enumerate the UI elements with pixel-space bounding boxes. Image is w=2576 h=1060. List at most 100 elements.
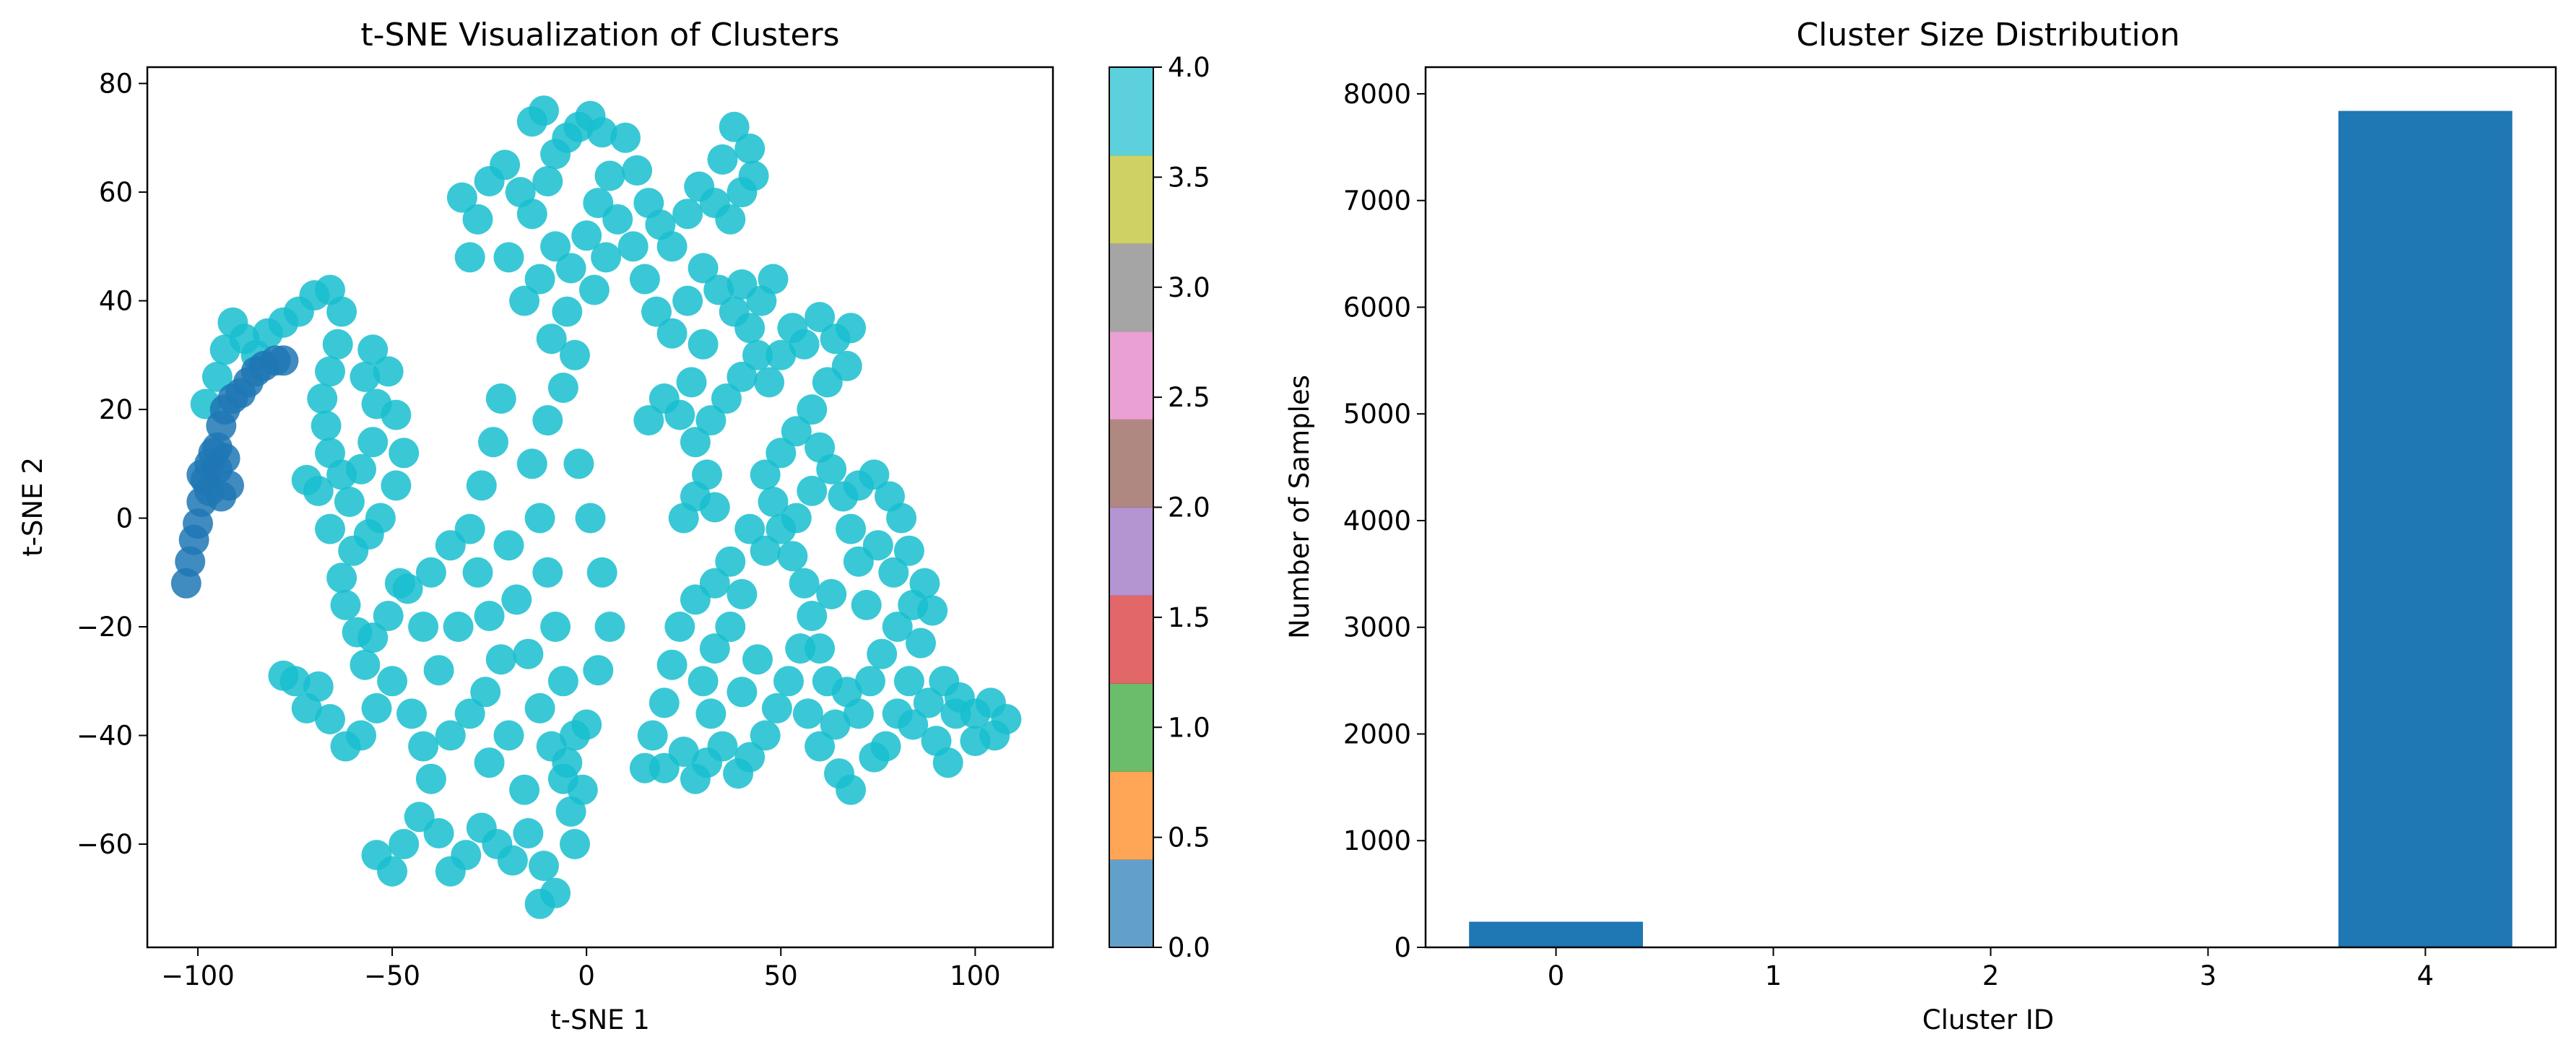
scatter-point-cluster-4: [524, 692, 555, 724]
scatter-point-cluster-4: [633, 405, 664, 436]
scatter-point-cluster-4: [688, 666, 719, 697]
colorbar-tick-label: 1.0: [1168, 712, 1210, 743]
scatter-point-cluster-4: [591, 242, 622, 273]
scatter-point-cluster-4: [381, 399, 412, 430]
scatter-point-cluster-4: [940, 698, 971, 729]
scatter-point-cluster-4: [805, 633, 836, 664]
bar-y-tick-label: 7000: [1343, 186, 1411, 217]
bar-x-tick-label: 3: [2200, 960, 2217, 991]
scatter-point-cluster-4: [672, 199, 703, 230]
bar-y-tick-label: 4000: [1343, 505, 1411, 536]
colorbar-tick-label: 2.0: [1168, 492, 1210, 524]
scatter-point-cluster-4: [805, 432, 836, 463]
scatter-point-cluster-4: [742, 339, 773, 370]
scatter-plot-frame: [146, 66, 1054, 949]
scatter-point-cluster-4: [485, 383, 516, 414]
scatter-point-cluster-4: [680, 427, 711, 458]
scatter-point-cluster-4: [493, 720, 524, 751]
scatter-point-cluster-0: [206, 481, 237, 512]
scatter-point-cluster-4: [478, 427, 508, 458]
scatter-point-cluster-4: [547, 666, 578, 697]
scatter-point-cluster-4: [563, 448, 594, 479]
scatter-point-cluster-4: [695, 405, 727, 436]
scatter-point-cluster-4: [703, 274, 734, 305]
scatter-point-cluster-4: [524, 503, 555, 534]
colorbar: 0.0 0.5 1.0 1.5 2.0 2.5 3.0 3.5 4.0: [1109, 52, 1210, 963]
scatter-point-cluster-4: [664, 612, 695, 642]
scatter-point-cluster-4: [617, 231, 649, 262]
scatter-point-cluster-4: [291, 464, 322, 495]
scatter-point-cluster-4: [692, 747, 722, 778]
scatter-points: [170, 95, 1022, 919]
colorbar-segment: [1109, 859, 1153, 948]
scatter-x-tick-label: −100: [161, 960, 235, 991]
scatter-point-cluster-4: [602, 204, 633, 235]
scatter-point-cluster-4: [906, 627, 936, 659]
scatter-point-cluster-4: [836, 513, 867, 544]
scatter-point-cluster-4: [629, 264, 660, 295]
scatter-point-cluster-4: [201, 361, 233, 392]
scatter-point-cluster-4: [408, 731, 439, 762]
scatter-x-tick-label: 50: [764, 960, 798, 991]
colorbar-tick-label: 3.0: [1168, 272, 1210, 303]
scatter-point-cluster-4: [377, 666, 408, 697]
scatter-point-cluster-4: [761, 692, 792, 724]
scatter-point-cluster-4: [532, 405, 563, 436]
scatter-point-cluster-4: [454, 698, 485, 729]
scatter-point-cluster-4: [715, 204, 746, 235]
scatter-point-cluster-4: [750, 720, 781, 751]
scatter-point-cluster-4: [742, 644, 773, 675]
scatter-point-cluster-4: [396, 698, 427, 729]
scatter-point-cluster-4: [346, 453, 376, 485]
scatter-point-cluster-4: [423, 818, 454, 848]
scatter-point-cluster-4: [334, 487, 365, 517]
scatter-point-cluster-4: [509, 774, 540, 805]
scatter-point-cluster-4: [797, 601, 828, 631]
scatter-y-ticks: −60 −40 −20 0 20 40 60 80: [77, 69, 147, 860]
scatter-y-label: t-SNE 2: [17, 457, 48, 557]
scatter-point-cluster-4: [415, 557, 446, 588]
scatter-point-cluster-4: [513, 638, 544, 669]
scatter-point-cluster-4: [754, 367, 785, 398]
scatter-point-cluster-4: [516, 199, 547, 230]
bar-x-tick-label: 0: [1548, 960, 1565, 991]
scatter-point-cluster-4: [560, 339, 590, 370]
scatter-point-cluster-4: [560, 829, 590, 859]
colorbar-segment: [1109, 419, 1153, 508]
scatter-point-cluster-4: [307, 383, 338, 414]
scatter-point-cluster-4: [462, 557, 493, 588]
scatter-point-cluster-4: [719, 111, 750, 142]
scatter-point-cluster-4: [361, 840, 392, 871]
scatter-point-cluster-4: [315, 513, 345, 544]
scatter-point-cluster-4: [766, 339, 797, 370]
colorbar-tick-label: 1.5: [1168, 602, 1210, 633]
colorbar-tick-label: 2.5: [1168, 382, 1210, 413]
scatter-point-cluster-4: [485, 644, 516, 675]
scatter-point-cluster-4: [792, 698, 823, 729]
scatter-point-cluster-4: [688, 253, 719, 284]
scatter-point-cluster-4: [350, 649, 381, 680]
colorbar-tick-label: 3.5: [1168, 162, 1210, 193]
scatter-point-cluster-4: [738, 160, 769, 191]
scatter-point-cluster-4: [917, 595, 948, 626]
scatter-point-cluster-4: [594, 612, 625, 642]
scatter-point-cluster-4: [326, 296, 357, 327]
bars: [1469, 110, 2512, 948]
scatter-point-cluster-4: [315, 704, 345, 734]
colorbar-segment: [1109, 243, 1153, 332]
scatter-point-cluster-4: [773, 666, 804, 697]
scatter-point-cluster-4: [711, 383, 742, 414]
scatter-point-cluster-4: [408, 612, 439, 642]
scatter-point-cluster-4: [373, 601, 404, 631]
scatter-point-cluster-4: [350, 361, 381, 392]
bar-y-tick-label: 8000: [1343, 79, 1411, 110]
scatter-point-cluster-4: [330, 589, 361, 620]
scatter-point-cluster-4: [656, 649, 688, 680]
scatter-point-cluster-4: [493, 242, 524, 273]
scatter-point-cluster-4: [734, 133, 766, 164]
scatter-point-cluster-4: [529, 851, 559, 882]
scatter-point-cluster-4: [622, 155, 653, 186]
scatter-point-cluster-4: [723, 758, 754, 789]
scatter-x-tick-label: −50: [364, 960, 420, 991]
scatter-point-cluster-4: [490, 149, 521, 181]
